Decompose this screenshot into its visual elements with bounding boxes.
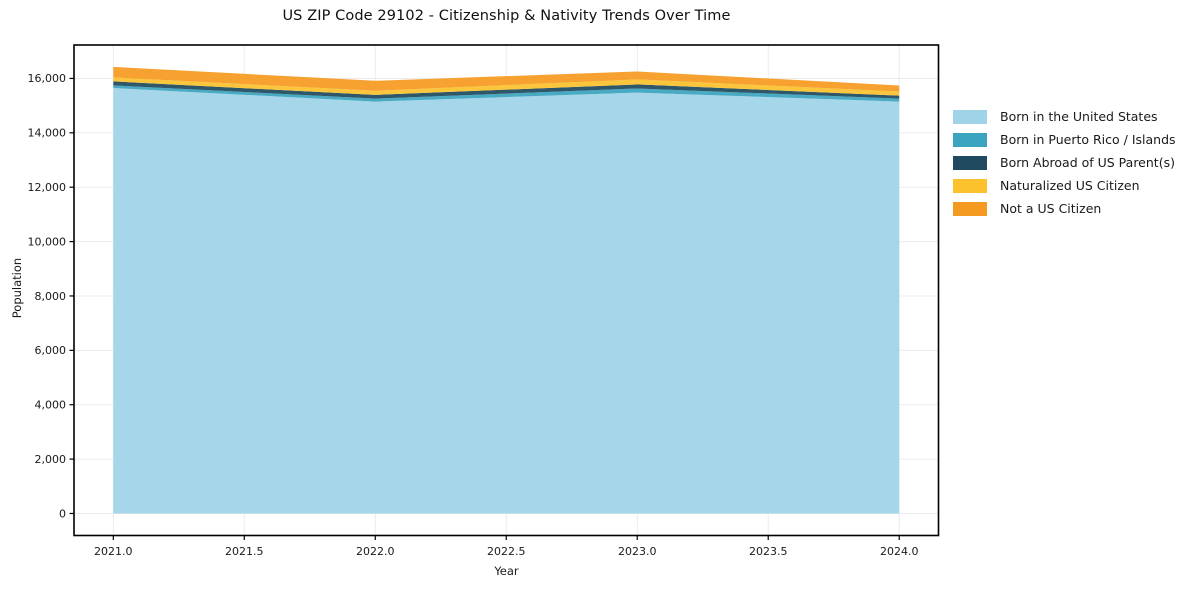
legend-item-3: Naturalized US Citizen xyxy=(953,174,1176,197)
area-series-2 xyxy=(113,81,900,99)
legend-swatch xyxy=(953,155,987,170)
y-tick-label: 2,000 xyxy=(35,453,67,466)
y-tick-label: 6,000 xyxy=(35,344,67,357)
legend: Born in the United States Born in Puerto … xyxy=(953,105,1176,220)
legend-swatch xyxy=(953,201,987,216)
y-tick-label: 0 xyxy=(59,507,66,520)
legend-label: Born in the United States xyxy=(1000,109,1158,124)
y-axis-label: Population xyxy=(10,257,24,319)
chart-title: US ZIP Code 29102 - Citizenship & Nativi… xyxy=(282,8,731,24)
x-tick-label: 2024.0 xyxy=(880,545,919,558)
legend-label: Naturalized US Citizen xyxy=(1000,178,1140,193)
legend-label: Not a US Citizen xyxy=(1000,201,1102,216)
y-tick-label: 12,000 xyxy=(28,181,67,194)
y-tick-label: 8,000 xyxy=(35,290,67,303)
legend-item-0: Born in the United States xyxy=(953,105,1176,128)
y-tick-label: 16,000 xyxy=(28,72,67,85)
legend-swatch xyxy=(953,109,987,124)
legend-label: Born Abroad of US Parent(s) xyxy=(1000,155,1175,170)
area-series-3 xyxy=(113,77,900,96)
x-tick-label: 2023.0 xyxy=(618,545,657,558)
y-tick-label: 4,000 xyxy=(35,399,67,412)
legend-item-4: Not a US Citizen xyxy=(953,197,1176,220)
x-tick-label: 2022.0 xyxy=(356,545,395,558)
x-tick-label: 2021.0 xyxy=(94,545,133,558)
x-tick-label: 2022.5 xyxy=(487,545,526,558)
y-tick-label: 10,000 xyxy=(28,235,67,248)
x-tick-label: 2023.5 xyxy=(749,545,788,558)
y-tick-label: 14,000 xyxy=(28,127,67,140)
legend-label: Born in Puerto Rico / Islands xyxy=(1000,132,1176,147)
x-axis-label: Year xyxy=(494,564,519,578)
area-series-0 xyxy=(113,88,900,514)
legend-item-1: Born in Puerto Rico / Islands xyxy=(953,128,1176,151)
area-series-1 xyxy=(113,85,900,102)
area-series-4 xyxy=(113,66,900,92)
x-tick-label: 2021.5 xyxy=(225,545,264,558)
legend-swatch xyxy=(953,132,987,147)
legend-swatch xyxy=(953,178,987,193)
legend-item-2: Born Abroad of US Parent(s) xyxy=(953,151,1176,174)
